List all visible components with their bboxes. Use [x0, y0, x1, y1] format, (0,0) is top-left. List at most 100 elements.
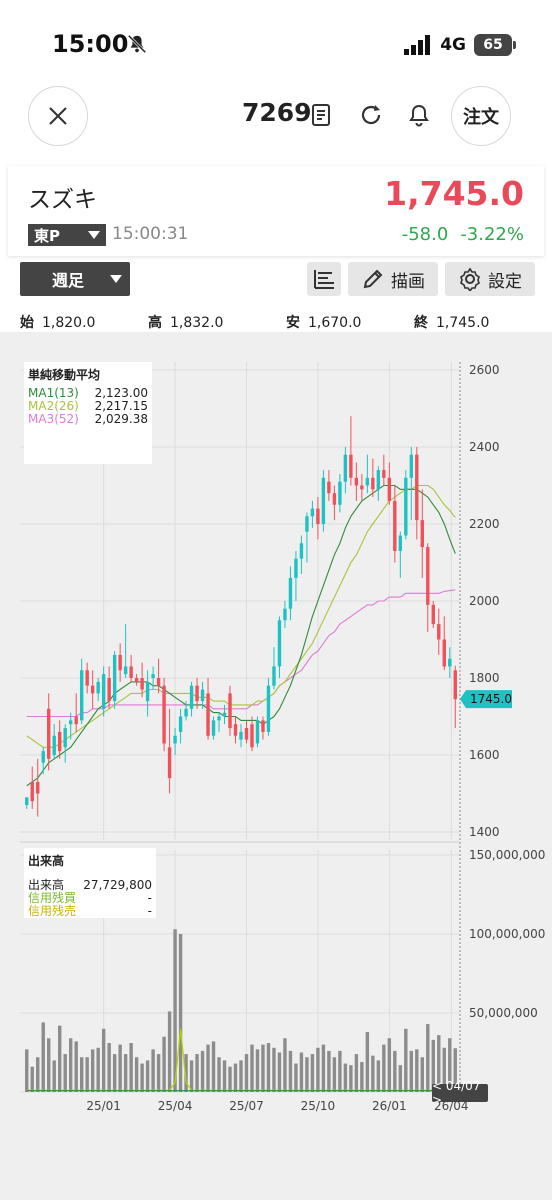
- settings-label: 設定: [488, 271, 522, 292]
- volume-bar: [426, 1024, 430, 1092]
- candle-body: [68, 720, 73, 725]
- price-axis-label: 1400: [469, 825, 500, 839]
- ohlc-row: 始 1,820.0 高 1,832.0 安 1,670.0 終 1,745.0: [0, 306, 552, 334]
- candle-body: [321, 477, 326, 524]
- network-label: 4G: [440, 35, 466, 55]
- period-label: 週足: [52, 271, 85, 290]
- volume-bar: [217, 1057, 221, 1092]
- candle-body: [178, 716, 183, 732]
- low-price: 安 1,670.0: [286, 315, 362, 331]
- candle-body: [233, 724, 238, 736]
- volume-bar: [118, 1044, 122, 1092]
- volume-bar: [244, 1054, 249, 1092]
- volume-bar: [189, 1060, 194, 1092]
- volume-legend-item: 出来高 27,729,800: [28, 878, 152, 892]
- candle-body: [101, 674, 106, 709]
- volume-bar: [321, 1044, 326, 1092]
- volume-bar: [156, 1054, 161, 1092]
- draw-button[interactable]: 描画: [348, 262, 438, 296]
- volume-bar: [360, 1061, 364, 1092]
- market-selector[interactable]: 東P: [28, 224, 106, 246]
- volume-bar: [195, 1054, 199, 1092]
- candle-body: [228, 693, 232, 729]
- candle-body: [200, 689, 205, 702]
- time-axis-label: 26/01: [372, 1099, 407, 1113]
- time-axis-label: 25/07: [229, 1099, 264, 1113]
- volume-bar: [52, 1060, 56, 1092]
- volume-bar: [41, 1022, 45, 1092]
- candle-body: [316, 508, 320, 524]
- candle-body: [129, 666, 133, 678]
- volume-bar: [36, 1057, 40, 1092]
- margin-sell-legend: 信用残売 -: [28, 904, 152, 918]
- time-axis-label: 26/04: [434, 1099, 469, 1113]
- volume-bar: [338, 1050, 342, 1092]
- candle-body: [244, 728, 249, 740]
- price-axis-label: 1800: [469, 671, 500, 685]
- volume-bar: [58, 1025, 62, 1092]
- candle-body: [107, 678, 111, 702]
- draw-label: 描画: [391, 271, 425, 292]
- candle-body: [453, 670, 457, 700]
- volume-axis-label: 150,000,000: [469, 848, 545, 862]
- volume-bar: [211, 1041, 216, 1092]
- bell-icon[interactable]: [406, 102, 432, 128]
- ma3-legend: MA3(52) 2,029.38: [28, 412, 148, 426]
- close-button[interactable]: [28, 86, 88, 146]
- volume-bar: [277, 1052, 282, 1092]
- volume-bar: [47, 1038, 51, 1092]
- pencil-icon: [363, 269, 383, 289]
- volume-bar: [299, 1052, 304, 1092]
- candle-body: [134, 678, 139, 682]
- price-axis-label: 2400: [469, 440, 500, 454]
- candle-body: [74, 716, 78, 725]
- candle-body: [332, 493, 337, 505]
- order-button[interactable]: 注文: [451, 86, 511, 146]
- period-selector[interactable]: 週足: [20, 262, 130, 296]
- candle-body: [442, 639, 446, 667]
- candle-body: [184, 708, 188, 717]
- volume-bar: [178, 934, 183, 1092]
- settings-button[interactable]: 設定: [445, 262, 535, 296]
- candle-body: [437, 624, 441, 640]
- market-label: 東P: [34, 226, 60, 245]
- candle-body: [415, 454, 419, 521]
- bell-mute-icon: [127, 34, 147, 54]
- candle-body: [30, 781, 34, 802]
- refresh-icon[interactable]: [358, 102, 384, 128]
- indicator-button[interactable]: [307, 262, 341, 296]
- stock-name: スズキ: [28, 187, 97, 213]
- volume-bar: [442, 1047, 446, 1092]
- battery-level: 65: [483, 37, 503, 53]
- candle-body: [250, 724, 254, 748]
- ma-legend-title: 単純移動平均: [28, 368, 101, 382]
- price-change: -58.0 -3.22%: [402, 224, 524, 245]
- status-bar: 15:00 4G 65: [0, 0, 552, 90]
- volume-bar: [305, 1057, 309, 1092]
- candle-body: [360, 485, 364, 490]
- volume-bar: [173, 929, 177, 1092]
- candle-body: [25, 797, 29, 806]
- signal-icon: [404, 35, 431, 55]
- candle-body: [426, 547, 430, 605]
- quote-time: 15:00:31: [112, 224, 189, 244]
- volume-bar: [409, 1050, 414, 1092]
- candle-body: [167, 747, 172, 779]
- ticker-code: 7269: [242, 98, 312, 127]
- volume-bar: [151, 1049, 155, 1092]
- candle-body: [431, 604, 435, 625]
- volume-bar: [376, 1060, 381, 1092]
- volume-bar: [354, 1054, 359, 1092]
- candle-body: [294, 558, 298, 578]
- chart-area[interactable]: 2600 2400 2200 2000 1800 1600 1400 25/01 25/04 25…: [0, 332, 552, 1200]
- volume-bar: [398, 1065, 403, 1092]
- volume-legend: 出来高 出来高 27,729,800 信用残買 - 信用残売 -: [24, 848, 156, 918]
- candle-body: [387, 477, 392, 501]
- volume-bar: [233, 1063, 238, 1092]
- volume-axis-label: 50,000,000: [469, 1006, 538, 1020]
- gear-icon: [460, 267, 480, 291]
- cursor-date-tag[interactable]: < 04/07 >: [432, 1079, 488, 1107]
- candle-body: [261, 720, 265, 732]
- document-icon[interactable]: [308, 102, 334, 128]
- status-time: 15:00: [52, 30, 129, 58]
